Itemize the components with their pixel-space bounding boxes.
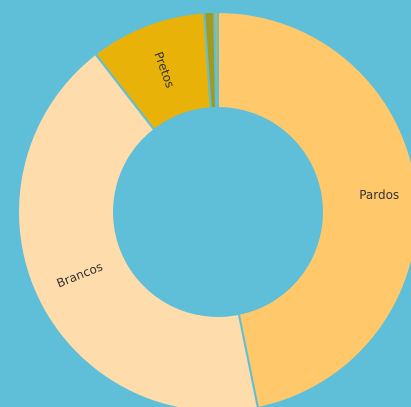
slice — [213, 10, 219, 110]
slice — [17, 52, 259, 407]
slice-label: Pardos — [359, 188, 399, 202]
slice — [217, 10, 411, 407]
